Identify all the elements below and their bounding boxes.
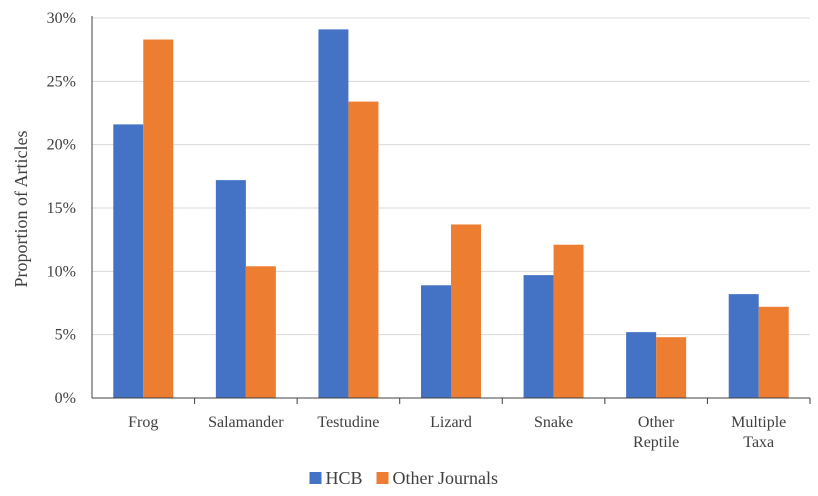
bar-other-journals (143, 39, 174, 399)
y-tick-label: 5% (55, 327, 76, 344)
y-tick-labels: 0% 5% 10% 15% 20% 25% 30% (47, 10, 76, 407)
x-tick-label: Lizard (430, 414, 472, 431)
x-tick-label: Frog (128, 414, 158, 431)
legend-swatch (376, 472, 389, 484)
bar-hcb (318, 29, 349, 399)
legend: HCB Other Journals (309, 468, 498, 488)
legend-swatch (309, 472, 322, 484)
axes (91, 16, 811, 404)
bars (113, 29, 789, 399)
bar-hcb (626, 332, 657, 398)
y-tick-label: 30% (47, 10, 76, 27)
x-tick-label: Taxa (743, 434, 774, 451)
legend-label: HCB (326, 468, 363, 488)
y-tick-label: 15% (47, 200, 76, 217)
bar-other-journals (245, 266, 276, 398)
bar-other-journals (451, 224, 481, 398)
y-tick-label: 25% (47, 73, 76, 90)
bar-hcb (113, 124, 144, 399)
y-tick-label: 20% (47, 137, 76, 154)
x-tick-label: Reptile (633, 434, 679, 451)
bar-other-journals (758, 306, 789, 398)
bar-other-journals (348, 101, 379, 398)
y-axis-title: Proportion of Articles (11, 131, 31, 288)
y-tick-label: 0% (55, 390, 76, 407)
bar-other-journals (656, 337, 687, 398)
x-tick-labels: Frog Salamander Testudine Lizard Snake Other R… (128, 414, 786, 451)
bar-other-journals (553, 244, 584, 398)
x-tick-label: Snake (534, 414, 573, 431)
bar-hcb (215, 180, 246, 398)
gridlines (92, 17, 810, 336)
bar-hcb (421, 285, 451, 398)
y-tick-label: 10% (47, 263, 76, 280)
bar-hcb (728, 294, 759, 398)
x-tick-label: Salamander (208, 414, 284, 431)
x-tick-label: Other (638, 414, 675, 431)
x-tick-label: Multiple (731, 414, 786, 431)
x-tick-label: Testudine (317, 414, 379, 431)
bar-hcb (523, 275, 554, 398)
legend-label: Other Journals (393, 468, 498, 488)
